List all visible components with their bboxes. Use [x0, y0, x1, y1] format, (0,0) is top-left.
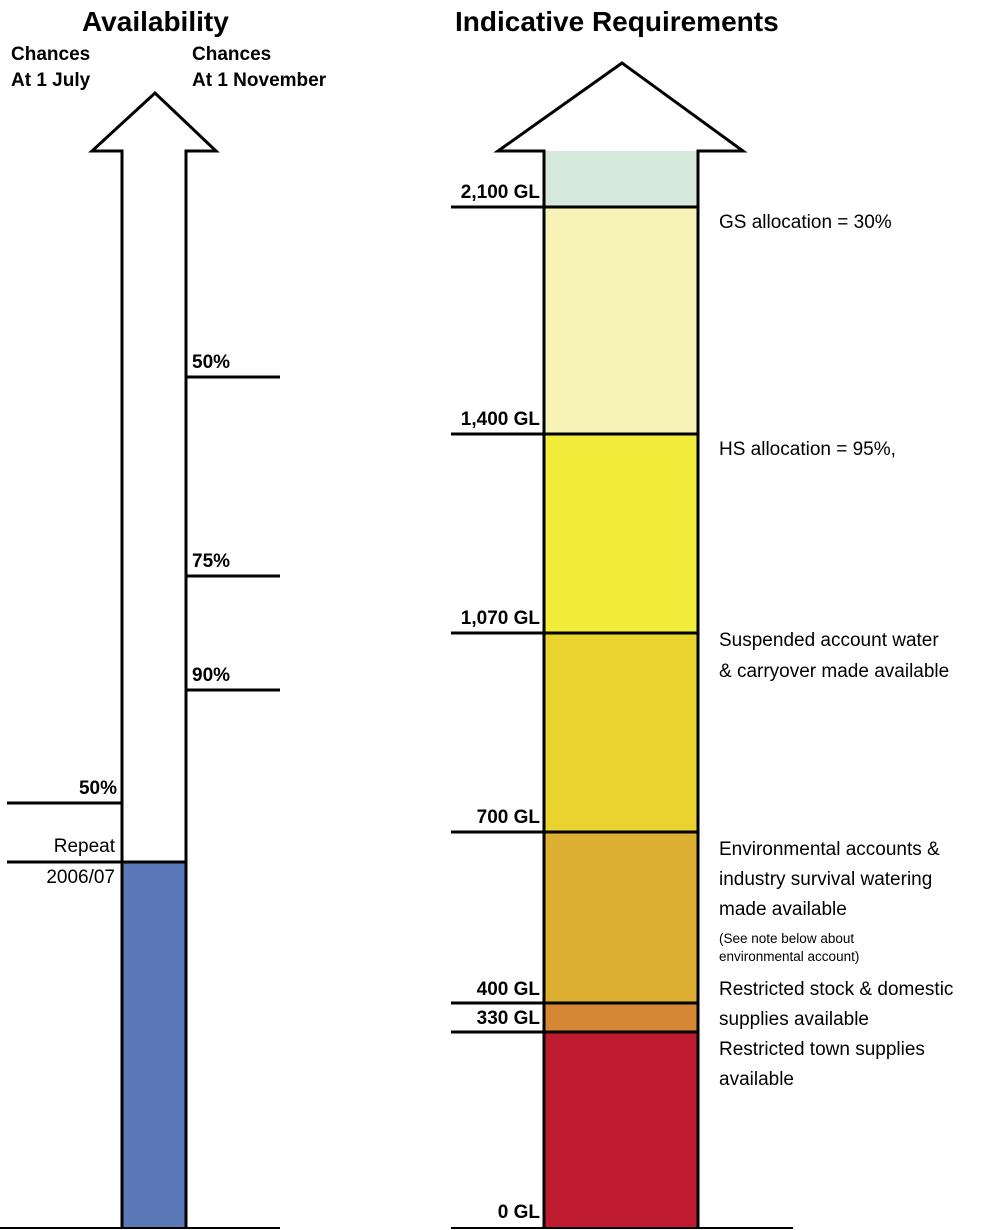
availability-arrow-outline: [88, 90, 220, 1228]
july-column-header-line1: Chances: [11, 44, 91, 65]
gs-allocation-text: GS allocation = 30%: [719, 212, 892, 233]
suspended-text-line2: & carryover made available: [719, 661, 950, 682]
environmental-note-line2: environmental account): [719, 949, 860, 964]
level-label-700: 700 GL: [476, 807, 540, 828]
requirements-arrow-outline: [493, 61, 748, 1228]
band-above-2100: [544, 151, 698, 207]
november-column-header-line1: Chances: [192, 44, 272, 65]
tick-label-july-50: 50%: [78, 778, 117, 799]
band-1400-2100: [544, 207, 698, 434]
stock-domestic-text-line1: Restricted stock & domestic: [719, 979, 954, 1000]
stock-domestic-text-line2: supplies available: [719, 1009, 869, 1030]
band-0-330: [544, 1032, 698, 1228]
level-label-1070: 1,070 GL: [460, 608, 540, 629]
requirements-title: Indicative Requirements: [455, 6, 779, 37]
level-label-2100: 2,100 GL: [460, 182, 540, 203]
tick-label-nov-90: 90%: [192, 665, 231, 686]
town-supplies-text-line1: Restricted town supplies: [719, 1039, 925, 1060]
town-supplies-text-line2: available: [719, 1069, 794, 1090]
availability-title: Availability: [82, 6, 229, 37]
repeat-label-line2: 2006/07: [46, 867, 115, 888]
band-1070-1400: [544, 434, 698, 633]
suspended-text-line1: Suspended account water: [719, 630, 939, 651]
band-330-400: [544, 1003, 698, 1032]
november-column-header-line2: At 1 November: [192, 70, 327, 91]
tick-label-nov-50: 50%: [192, 352, 231, 373]
level-label-1400: 1,400 GL: [460, 409, 540, 430]
level-label-0: 0 GL: [497, 1202, 540, 1223]
availability-fill: [122, 862, 186, 1228]
environmental-note-line1: (See note below about: [719, 931, 855, 946]
hs-allocation-text: HS allocation = 95%,: [719, 439, 896, 460]
july-column-header-line2: At 1 July: [11, 70, 91, 91]
environmental-text-line3: made available: [719, 899, 847, 920]
level-label-330: 330 GL: [476, 1008, 540, 1029]
repeat-label-line1: Repeat: [53, 836, 115, 857]
band-700-1070: [544, 633, 698, 832]
level-label-400: 400 GL: [476, 979, 540, 1000]
tick-label-nov-75: 75%: [192, 551, 231, 572]
environmental-text-line2: industry survival watering: [719, 869, 933, 890]
band-400-700: [544, 832, 698, 1003]
environmental-text-line1: Environmental accounts &: [719, 839, 940, 860]
